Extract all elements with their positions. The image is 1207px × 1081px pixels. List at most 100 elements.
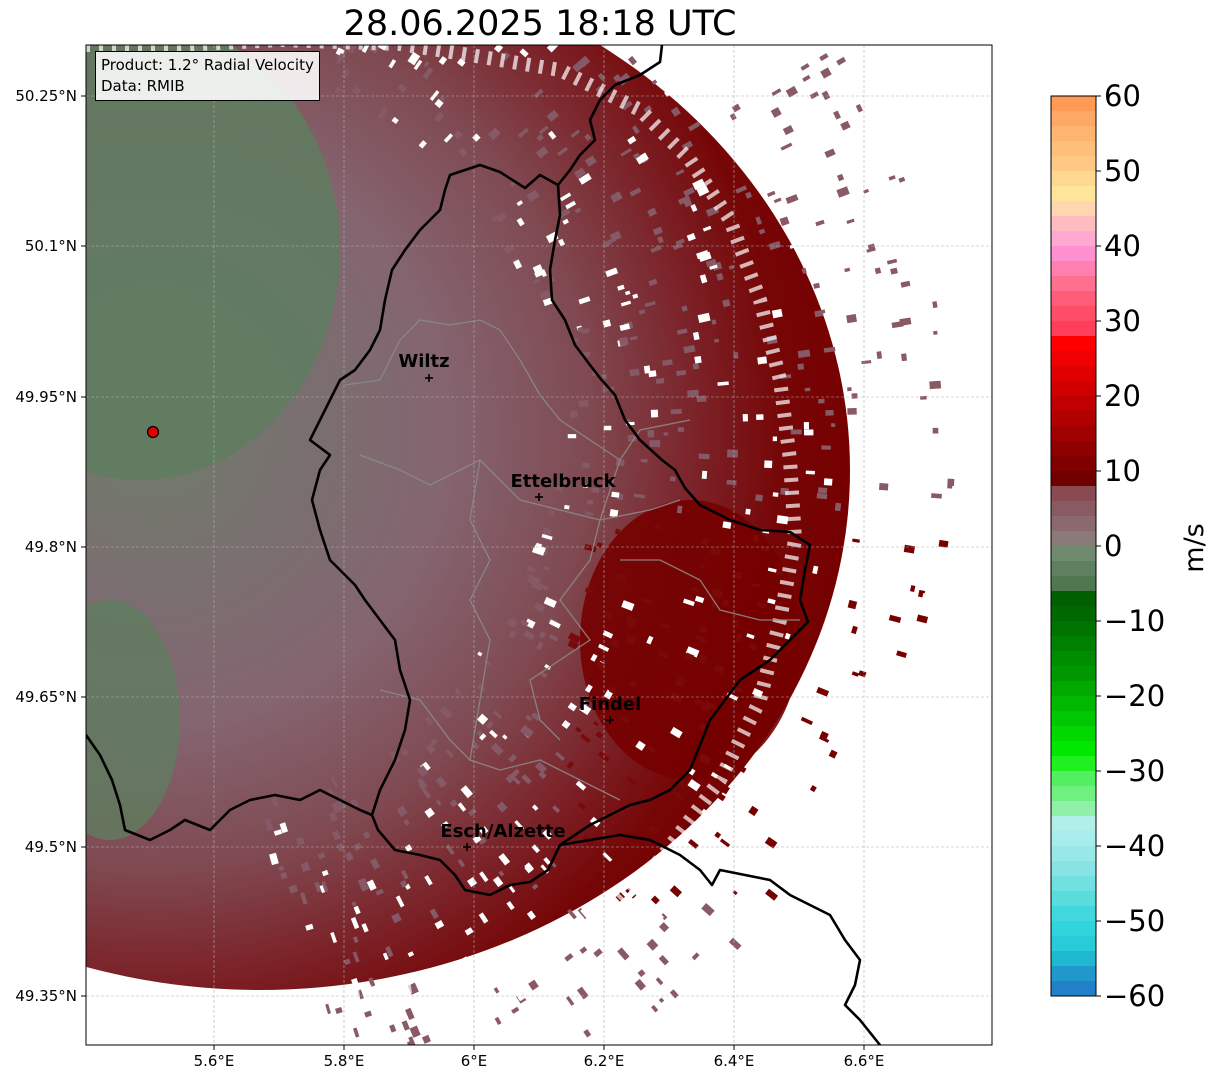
radar-speckle (476, 713, 489, 725)
radar-speckle (804, 387, 811, 392)
radar-speckle (653, 525, 661, 530)
radar-speckle (573, 167, 586, 179)
radar-speckle (540, 671, 548, 679)
radar-speckle (532, 547, 545, 556)
radar-speckle (701, 903, 715, 917)
radar-speckle (902, 528, 914, 536)
radar-speckle (541, 533, 553, 541)
radar-speckle (882, 601, 891, 611)
radar-speckle (511, 1006, 520, 1014)
radar-speckle (874, 519, 884, 524)
city-markers (425, 374, 614, 851)
radar-speckle (350, 917, 360, 930)
radar-speckle (690, 204, 698, 213)
radar-speckle (660, 913, 668, 921)
radar-speckle (779, 642, 792, 654)
radar-speckle (653, 910, 664, 922)
radar-speckle (697, 312, 711, 324)
radar-speckle (797, 363, 805, 370)
radar-speckle (620, 716, 630, 724)
radar-speckle (561, 477, 571, 486)
radar-speckle (938, 539, 949, 548)
radar-speckle (590, 653, 598, 662)
radar-speckle (815, 219, 825, 227)
radar-speckle (932, 301, 938, 309)
radar-speckle (941, 401, 951, 408)
radar-speckle (916, 614, 929, 624)
radar-speckle (745, 86, 758, 98)
radar-speckle (423, 61, 430, 68)
radar-speckle (719, 838, 731, 848)
radar-speckle (555, 751, 565, 761)
radar-speckle (460, 785, 474, 799)
radar-speckle (772, 492, 779, 497)
radar-speckle (548, 130, 557, 140)
radar-speckle (351, 901, 357, 907)
colorbar-tick-label: −40 (1104, 829, 1166, 863)
radar-speckle (456, 58, 466, 67)
lat-tick-label: 49.35°N (15, 987, 77, 1005)
radar-speckle (546, 109, 559, 122)
radar-speckle (551, 862, 557, 868)
radar-speckle (510, 774, 521, 785)
radar-speckle (525, 714, 533, 722)
radar-speckle (537, 583, 549, 591)
radar-speckle (696, 395, 707, 403)
radar-speckle (721, 785, 730, 795)
radar-speckle (920, 379, 928, 385)
radar-speckle (683, 187, 695, 197)
radar-speckle (389, 1024, 397, 1033)
radar-speckle (611, 491, 620, 498)
radar-speckle (570, 129, 581, 138)
radar-speckle (833, 110, 841, 120)
radar-speckle (753, 534, 759, 543)
radar-speckle (321, 880, 329, 893)
radar-speckle (650, 245, 662, 253)
radar-speckle (498, 853, 511, 866)
radar-speckle (325, 1003, 331, 1015)
radar-speckle (405, 1007, 415, 1021)
radar-speckle (797, 102, 809, 113)
radar-speckle (554, 485, 564, 492)
radar-speckle (898, 176, 906, 183)
radar-speckle (608, 685, 617, 694)
colorbar-tick-label: 60 (1104, 79, 1141, 113)
radar-speckle (510, 768, 520, 778)
lon-tick-label: 5.8°E (323, 1052, 365, 1070)
radar-speckle (567, 639, 579, 650)
radar-speckle (878, 483, 889, 491)
radar-speckle (846, 218, 855, 224)
radar-speckle (579, 946, 588, 954)
radar-speckle (771, 308, 783, 319)
radar-speckle (567, 434, 577, 439)
radar-speckle (695, 634, 704, 642)
colorbar-tick-label: 0 (1104, 529, 1123, 563)
radar-speckle (705, 258, 717, 268)
radar-speckle (519, 619, 529, 627)
radar-speckle (632, 293, 639, 299)
radar-speckle (686, 233, 696, 242)
radar-speckle (819, 53, 829, 62)
radar-speckle (288, 884, 299, 894)
radar-speckle (521, 774, 532, 785)
germany-border-south (649, 838, 882, 1045)
radar-speckle (477, 651, 483, 657)
radar-speckle (418, 783, 427, 793)
radar-speckle (590, 487, 600, 494)
radar-speckle (658, 955, 669, 966)
radar-speckle (785, 85, 799, 98)
radar-speckle (910, 191, 922, 199)
radar-speckle (483, 1039, 491, 1045)
radar-speckle (621, 100, 633, 111)
lat-tick-label: 50.25°N (15, 87, 77, 105)
radar-speckle (346, 45, 358, 54)
radar-speckle (429, 90, 440, 102)
radar-speckle (457, 858, 466, 868)
radar-speckle (823, 346, 836, 353)
radar-speckle (421, 1034, 431, 1044)
radar-speckle (364, 1010, 373, 1018)
radar-speckle (575, 780, 587, 791)
radar-speckle (729, 113, 737, 121)
radar-speckle (890, 267, 898, 275)
radar-speckle (825, 409, 834, 416)
